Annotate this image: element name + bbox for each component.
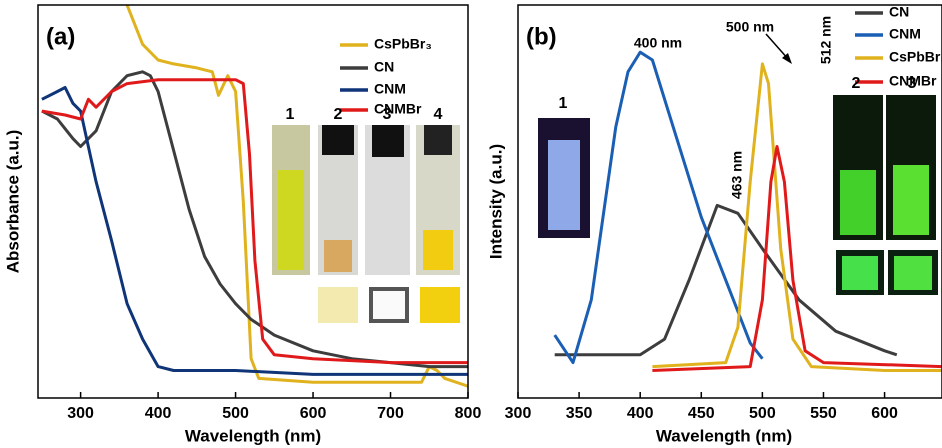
x-tick-label: 350 xyxy=(566,405,593,422)
legend-label: CsPbBr₃ xyxy=(889,49,942,65)
photo-group-a xyxy=(272,125,460,323)
x-tick-label: 400 xyxy=(627,405,654,422)
x-tick-label: 800 xyxy=(455,405,482,422)
panel-label: (a) xyxy=(46,23,75,50)
photo xyxy=(423,230,453,270)
legend-label: CsPbBr₃ xyxy=(374,36,432,52)
x-tick-label: 300 xyxy=(505,405,532,422)
photo-label: 3 xyxy=(383,106,392,123)
annotation: 500 nm xyxy=(726,19,774,35)
x-tick-label: 450 xyxy=(688,405,715,422)
photo xyxy=(318,287,358,323)
photo xyxy=(322,125,354,155)
legend-label: CNM xyxy=(374,81,406,97)
photo xyxy=(894,256,932,290)
x-tick-label: 500 xyxy=(749,405,776,422)
x-tick-label: 600 xyxy=(871,405,898,422)
legend-label: CNMBr xyxy=(374,101,422,117)
photo xyxy=(548,140,580,230)
photo xyxy=(278,170,304,270)
photo xyxy=(420,287,460,323)
photo xyxy=(424,125,452,155)
legend-label: CN xyxy=(889,4,909,20)
y-axis-title: Absorbance (a.u.) xyxy=(3,130,22,274)
photo xyxy=(372,125,404,157)
x-tick-label: 600 xyxy=(300,405,327,422)
photo xyxy=(324,240,352,272)
photo-label: 2 xyxy=(334,106,343,123)
x-tick-label: 700 xyxy=(377,405,404,422)
photo xyxy=(840,170,876,235)
photo-label: 1 xyxy=(286,106,295,123)
figure: 300 400 500 600 700 800 Wavelength (nm) Absorba… xyxy=(0,0,942,448)
x-tick-label: 550 xyxy=(810,405,837,422)
x-tick-label: 400 xyxy=(145,405,172,422)
legend-label: CN xyxy=(374,59,394,75)
annotation: 512 nm xyxy=(818,16,834,64)
photo-label: 1 xyxy=(559,95,568,112)
annotation: 400 nm xyxy=(634,35,682,51)
panel-label: (b) xyxy=(526,23,557,50)
photo-label: 4 xyxy=(434,106,443,123)
page: 300 400 500 600 700 800 Wavelength (nm) Absorba… xyxy=(0,0,942,448)
x-tick-label: 300 xyxy=(67,405,94,422)
legend-label: CNM xyxy=(889,26,921,42)
photo xyxy=(373,291,405,319)
annotation: 463 nm xyxy=(729,151,745,199)
photo-label: 3 xyxy=(908,75,917,92)
x-tick-label: 500 xyxy=(222,405,249,422)
photo xyxy=(893,165,929,235)
x-axis-title: Wavelength (nm) xyxy=(656,426,792,445)
photo xyxy=(842,256,878,290)
y-axis-title: Intensity (a.u.) xyxy=(486,144,505,259)
x-axis-title: Wavelength (nm) xyxy=(185,426,321,445)
photo-label: 2 xyxy=(852,75,861,92)
